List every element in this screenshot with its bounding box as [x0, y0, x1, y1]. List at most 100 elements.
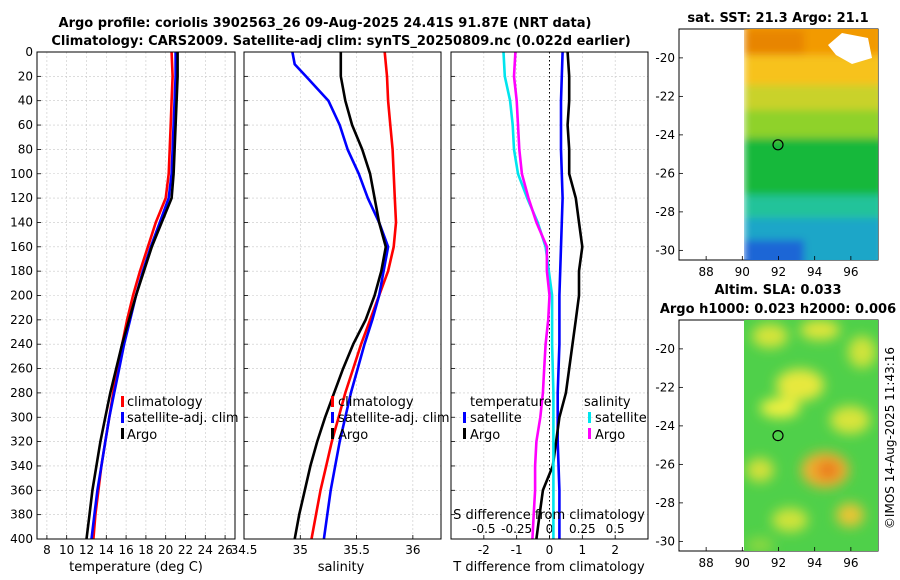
x-tick-label: 35.5 [343, 543, 370, 557]
depth-tick-label: 260 [10, 362, 33, 376]
difference-panel: -2 -1 0 1 2 -0.5 -0.25 0 0.25 0.5 [450, 51, 649, 557]
map-x-tick-label: 96 [843, 265, 858, 279]
x-tick-label: 12 [79, 543, 94, 557]
map-x-tick-label: 96 [843, 556, 858, 570]
legend-swatch-argo [121, 428, 124, 439]
depth-tick-label: 360 [10, 483, 33, 497]
depth-tick-label: 340 [10, 459, 33, 473]
legend-label-climatology: climatology [338, 395, 414, 410]
legend-swatch-t-satellite [463, 412, 466, 423]
depth-tick-label: 160 [10, 240, 33, 254]
temperature-legend: climatology satellite-adj. clim Argo [121, 395, 239, 443]
map-x-tick-label: 88 [698, 265, 713, 279]
sla-map-title-line-1: Altim. SLA: 0.033 [715, 283, 842, 298]
difference-axis-label: T difference from climatology [452, 560, 645, 575]
temperature-axis-label: temperature (deg C) [69, 560, 203, 575]
map-y-tick-label: -24 [655, 128, 675, 142]
legend-swatch-climatology [121, 396, 124, 407]
legend-label-s-argo: Argo [595, 428, 625, 443]
map-y-tick-label: -24 [655, 419, 675, 433]
sla-field [744, 320, 878, 551]
map-y-tick-label: -28 [655, 496, 675, 510]
difference-top-axis-label: S difference from climatology [453, 508, 645, 523]
legend-swatch-satellite [331, 412, 334, 423]
depth-tick-label: 240 [10, 337, 33, 351]
map-y-tick-label: -26 [655, 457, 675, 471]
sla-map-axes: 88 90 92 94 96 -20 -22 -24 -26 -28 -30 [655, 342, 858, 570]
sst-map-axes: 88 90 92 94 96 -20 -22 -24 -26 -28 -30 [655, 51, 858, 279]
map-x-tick-label: 94 [807, 265, 822, 279]
depth-tick-label: 320 [10, 435, 33, 449]
sst-map-title: sat. SST: 21.3 Argo: 21.1 [687, 11, 868, 26]
depth-tick-label: 120 [10, 191, 33, 205]
depth-tick-label: 180 [10, 264, 33, 278]
map-x-tick-label: 88 [698, 556, 713, 570]
panel-frame [450, 51, 649, 540]
x-tick-label: 36 [405, 543, 420, 557]
temperature-panel: 8 10 12 14 16 18 20 22 24 26 [36, 51, 236, 557]
legend-label-satellite: satellite-adj. clim [338, 411, 450, 426]
panel-frame [243, 51, 442, 540]
legend-label-satellite: satellite-adj. clim [127, 411, 239, 426]
map-y-tick-label: -30 [655, 534, 675, 548]
title-line-1: Argo profile: coriolis 3902563_26 09-Aug… [59, 16, 592, 31]
x-tick-label: 34.5 [231, 543, 258, 557]
depth-axis-labels: 0 20 40 60 80 100 120 140 160 180 200 220 240 260 280 3… [10, 45, 33, 546]
top-tick-label: 0.25 [569, 522, 596, 536]
depth-tick-label: 200 [10, 289, 33, 303]
legend-label-argo: Argo [338, 428, 368, 443]
x-tick-label: 22 [178, 543, 193, 557]
map-y-tick-label: -28 [655, 205, 675, 219]
depth-tick-label: 300 [10, 410, 33, 424]
panel-frame [36, 51, 236, 540]
depth-tick-label: 20 [18, 69, 33, 83]
difference-legend: temperature satellite Argo salinity sate… [463, 395, 647, 443]
sst-field [744, 29, 878, 260]
depth-tick-label: 280 [10, 386, 33, 400]
x-tick-label: 2 [611, 543, 619, 557]
series-line-argo [293, 52, 388, 540]
legend-header-salinity: salinity [584, 395, 631, 410]
legend-swatch-argo [331, 428, 334, 439]
map-x-tick-label: 90 [735, 556, 750, 570]
sla-map [678, 319, 879, 552]
map-y-tick-label: -20 [655, 342, 675, 356]
x-tick-label: 35 [293, 543, 308, 557]
x-tick-label: 8 [43, 543, 51, 557]
top-tick-label: -0.25 [501, 522, 532, 536]
salinity-legend: climatology satellite-adj. clim Argo [331, 395, 450, 443]
sst-map [678, 28, 879, 261]
series-line-salinity-argo [512, 51, 551, 540]
sst-argo-location-marker [772, 139, 784, 151]
x-tick-label: 16 [118, 543, 133, 557]
map-x-tick-label: 90 [735, 265, 750, 279]
top-tick-label: 0 [546, 522, 554, 536]
x-tick-label: 10 [59, 543, 74, 557]
legend-label-climatology: climatology [127, 395, 203, 410]
map-x-tick-label: 92 [771, 556, 786, 570]
depth-tick-label: 40 [18, 94, 33, 108]
depth-tick-label: 80 [18, 142, 33, 156]
map-y-tick-label: -22 [655, 380, 675, 394]
series-line-argo [85, 52, 179, 540]
top-tick-label: 0.5 [606, 522, 625, 536]
x-tick-label: -2 [478, 543, 490, 557]
map-y-tick-label: -20 [655, 51, 675, 65]
legend-swatch-s-satellite [588, 412, 591, 423]
legend-header-temperature: temperature [470, 395, 552, 410]
depth-tick-label: 220 [10, 313, 33, 327]
sla-map-title-line-2: Argo h1000: 0.023 h2000: 0.006 [660, 302, 896, 317]
map-y-tick-label: -22 [655, 89, 675, 103]
salinity-axis-label: salinity [318, 560, 365, 575]
map-x-tick-label: 94 [807, 556, 822, 570]
map-y-tick-label: -26 [655, 166, 675, 180]
x-tick-label: 14 [99, 543, 114, 557]
legend-label-t-argo: Argo [470, 428, 500, 443]
legend-swatch-s-argo [588, 428, 591, 439]
depth-tick-label: 380 [10, 508, 33, 522]
depth-tick-label: 400 [10, 532, 33, 546]
x-tick-label: 24 [198, 543, 213, 557]
legend-swatch-climatology [331, 396, 334, 407]
depth-tick-label: 0 [25, 45, 33, 59]
